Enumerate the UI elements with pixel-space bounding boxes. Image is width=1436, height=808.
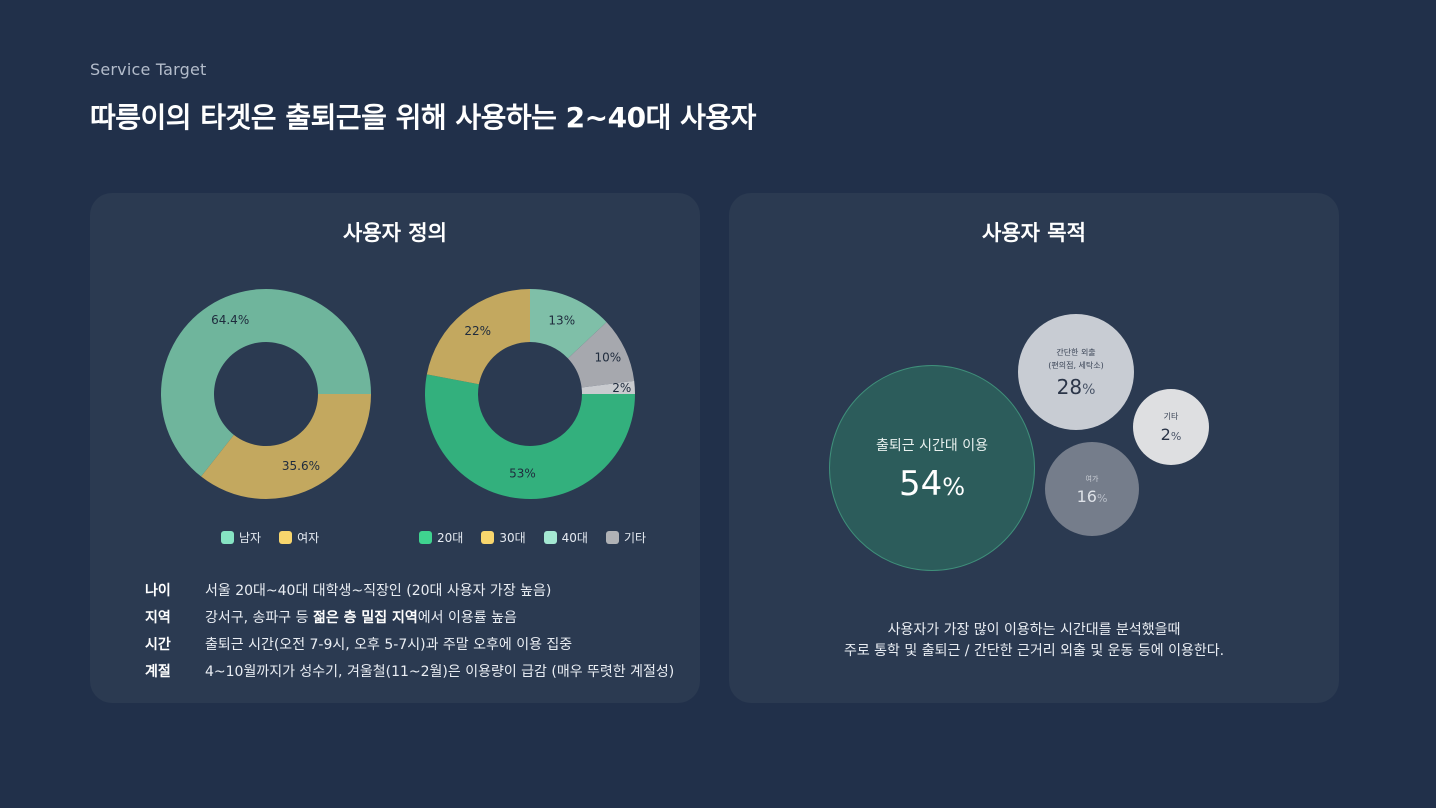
gender-legend-item: 여자 — [279, 529, 319, 546]
bubble-label: 출퇴근 시간대 이용 — [876, 438, 988, 454]
info-row-region: 지역 강서구, 송파구 등 젊은 층 밀집 지역에서 이용률 높음 — [145, 603, 674, 630]
age-slice — [426, 289, 530, 385]
info-row-season: 계절 4~10월까지가 성수기, 겨울철(11~2월)은 이용량이 급감 (매우… — [145, 657, 674, 684]
info-value: 서울 20대~40대 대학생~직장인 (20대 사용자 가장 높음) — [205, 582, 552, 599]
age-slice-label: 53% — [509, 467, 536, 481]
legend-label: 여자 — [297, 531, 320, 545]
info-key: 계절 — [145, 663, 171, 680]
age-legend-item: 20대 — [419, 529, 463, 546]
gender-slice — [161, 289, 371, 477]
legend-label: 40대 — [561, 531, 588, 545]
eyebrow-label: Service Target — [90, 60, 207, 79]
bubble-label: 기타 — [1163, 412, 1179, 421]
description-line: 사용자가 가장 많이 이용하는 시간대를 분석했을때 — [887, 622, 1181, 638]
bubble-commute: 출퇴근 시간대 이용 54% — [829, 365, 1035, 571]
legend-swatch — [221, 531, 234, 544]
age-legend: 20대 30대 40대 기타 — [419, 529, 646, 546]
legend-label: 기타 — [623, 531, 647, 545]
user-purpose-card: 사용자 목적 출퇴근 시간대 이용 54% 간단한 외출 (편의점, 세탁소) … — [729, 193, 1339, 703]
bubble-value: 16% — [1076, 486, 1108, 506]
age-legend-item: 30대 — [481, 529, 526, 546]
legend-swatch — [543, 531, 557, 544]
age-slice — [425, 374, 635, 499]
bubble-leisure: 여가 16% — [1045, 442, 1139, 536]
info-value: 출퇴근 시간(오전 7-9시, 오후 5-7시)과 주말 오후에 이용 집중 — [205, 636, 573, 653]
info-key: 시간 — [145, 636, 171, 653]
user-definition-card: 사용자 정의 64.4% 35.6% 53% 22% 13% 10% 2% 남자 여자 20… — [90, 193, 700, 703]
bubble-label: 간단한 외출 — [1056, 348, 1096, 357]
gender-slice — [201, 394, 371, 499]
bubble-outing: 간단한 외출 (편의점, 세탁소) 28% — [1018, 314, 1134, 430]
bubble-value: 2% — [1160, 425, 1182, 444]
page-title: 따릉이의 타겟은 출퇴근을 위해 사용하는 2~40대 사용자 — [90, 101, 756, 134]
info-highlight: 젊은 층 밀집 지역 — [312, 609, 418, 626]
legend-swatch — [605, 531, 619, 544]
legend-label: 20대 — [437, 531, 464, 545]
description-line: 주로 통학 및 출퇴근 / 간단한 근거리 외출 및 운동 등에 이용한다. — [843, 643, 1225, 659]
legend-label: 30대 — [499, 531, 526, 545]
bubble-other: 기타 2% — [1133, 389, 1209, 465]
info-key: 지역 — [145, 609, 171, 626]
gender-slice-label: 64.4% — [211, 313, 249, 327]
age-slice-label: 22% — [464, 324, 491, 338]
user-definition-title: 사용자 정의 — [343, 221, 447, 245]
age-legend-item: 40대 — [543, 529, 588, 546]
bubble-value: 54% — [898, 464, 966, 504]
info-key: 나이 — [145, 582, 171, 599]
info-value: 4~10월까지가 성수기, 겨울철(11~2월)은 이용량이 급감 (매우 뚜렷… — [205, 663, 675, 680]
age-slice-label: 13% — [548, 314, 575, 328]
age-slice-label: 2% — [612, 381, 631, 395]
legend-swatch — [279, 531, 293, 544]
bubble-label: 여가 — [1085, 474, 1099, 483]
gender-donut-chart: 64.4% 35.6% — [161, 289, 371, 499]
legend-label: 남자 — [239, 531, 262, 545]
gender-slice-label: 35.6% — [282, 459, 320, 473]
age-slice-label: 10% — [594, 350, 621, 364]
user-purpose-title: 사용자 목적 — [982, 221, 1086, 245]
age-legend-item: 기타 — [605, 529, 647, 546]
legend-swatch — [419, 531, 432, 544]
age-donut-chart: 53% 22% 13% 10% 2% — [425, 289, 635, 499]
age-slice — [567, 322, 635, 388]
bubble-value: 28% — [1056, 375, 1096, 399]
gender-legend-item: 남자 — [221, 529, 261, 546]
purpose-description: 사용자가 가장 많이 이용하는 시간대를 분석했을때 주로 통학 및 출퇴근 /… — [729, 620, 1339, 662]
age-slice — [530, 289, 607, 359]
legend-swatch — [481, 531, 495, 544]
bubble-sublabel: (편의점, 세탁소) — [1048, 361, 1104, 370]
info-value: 강서구, 송파구 등 젊은 층 밀집 지역에서 이용률 높음 — [205, 609, 517, 626]
info-row-age: 나이 서울 20대~40대 대학생~직장인 (20대 사용자 가장 높음) — [145, 576, 674, 603]
info-row-time: 시간 출퇴근 시간(오전 7-9시, 오후 5-7시)과 주말 오후에 이용 집… — [145, 630, 674, 657]
user-info-list: 나이 서울 20대~40대 대학생~직장인 (20대 사용자 가장 높음) 지역… — [145, 576, 674, 684]
gender-legend: 남자 여자 — [221, 529, 319, 546]
age-slice — [581, 380, 635, 394]
